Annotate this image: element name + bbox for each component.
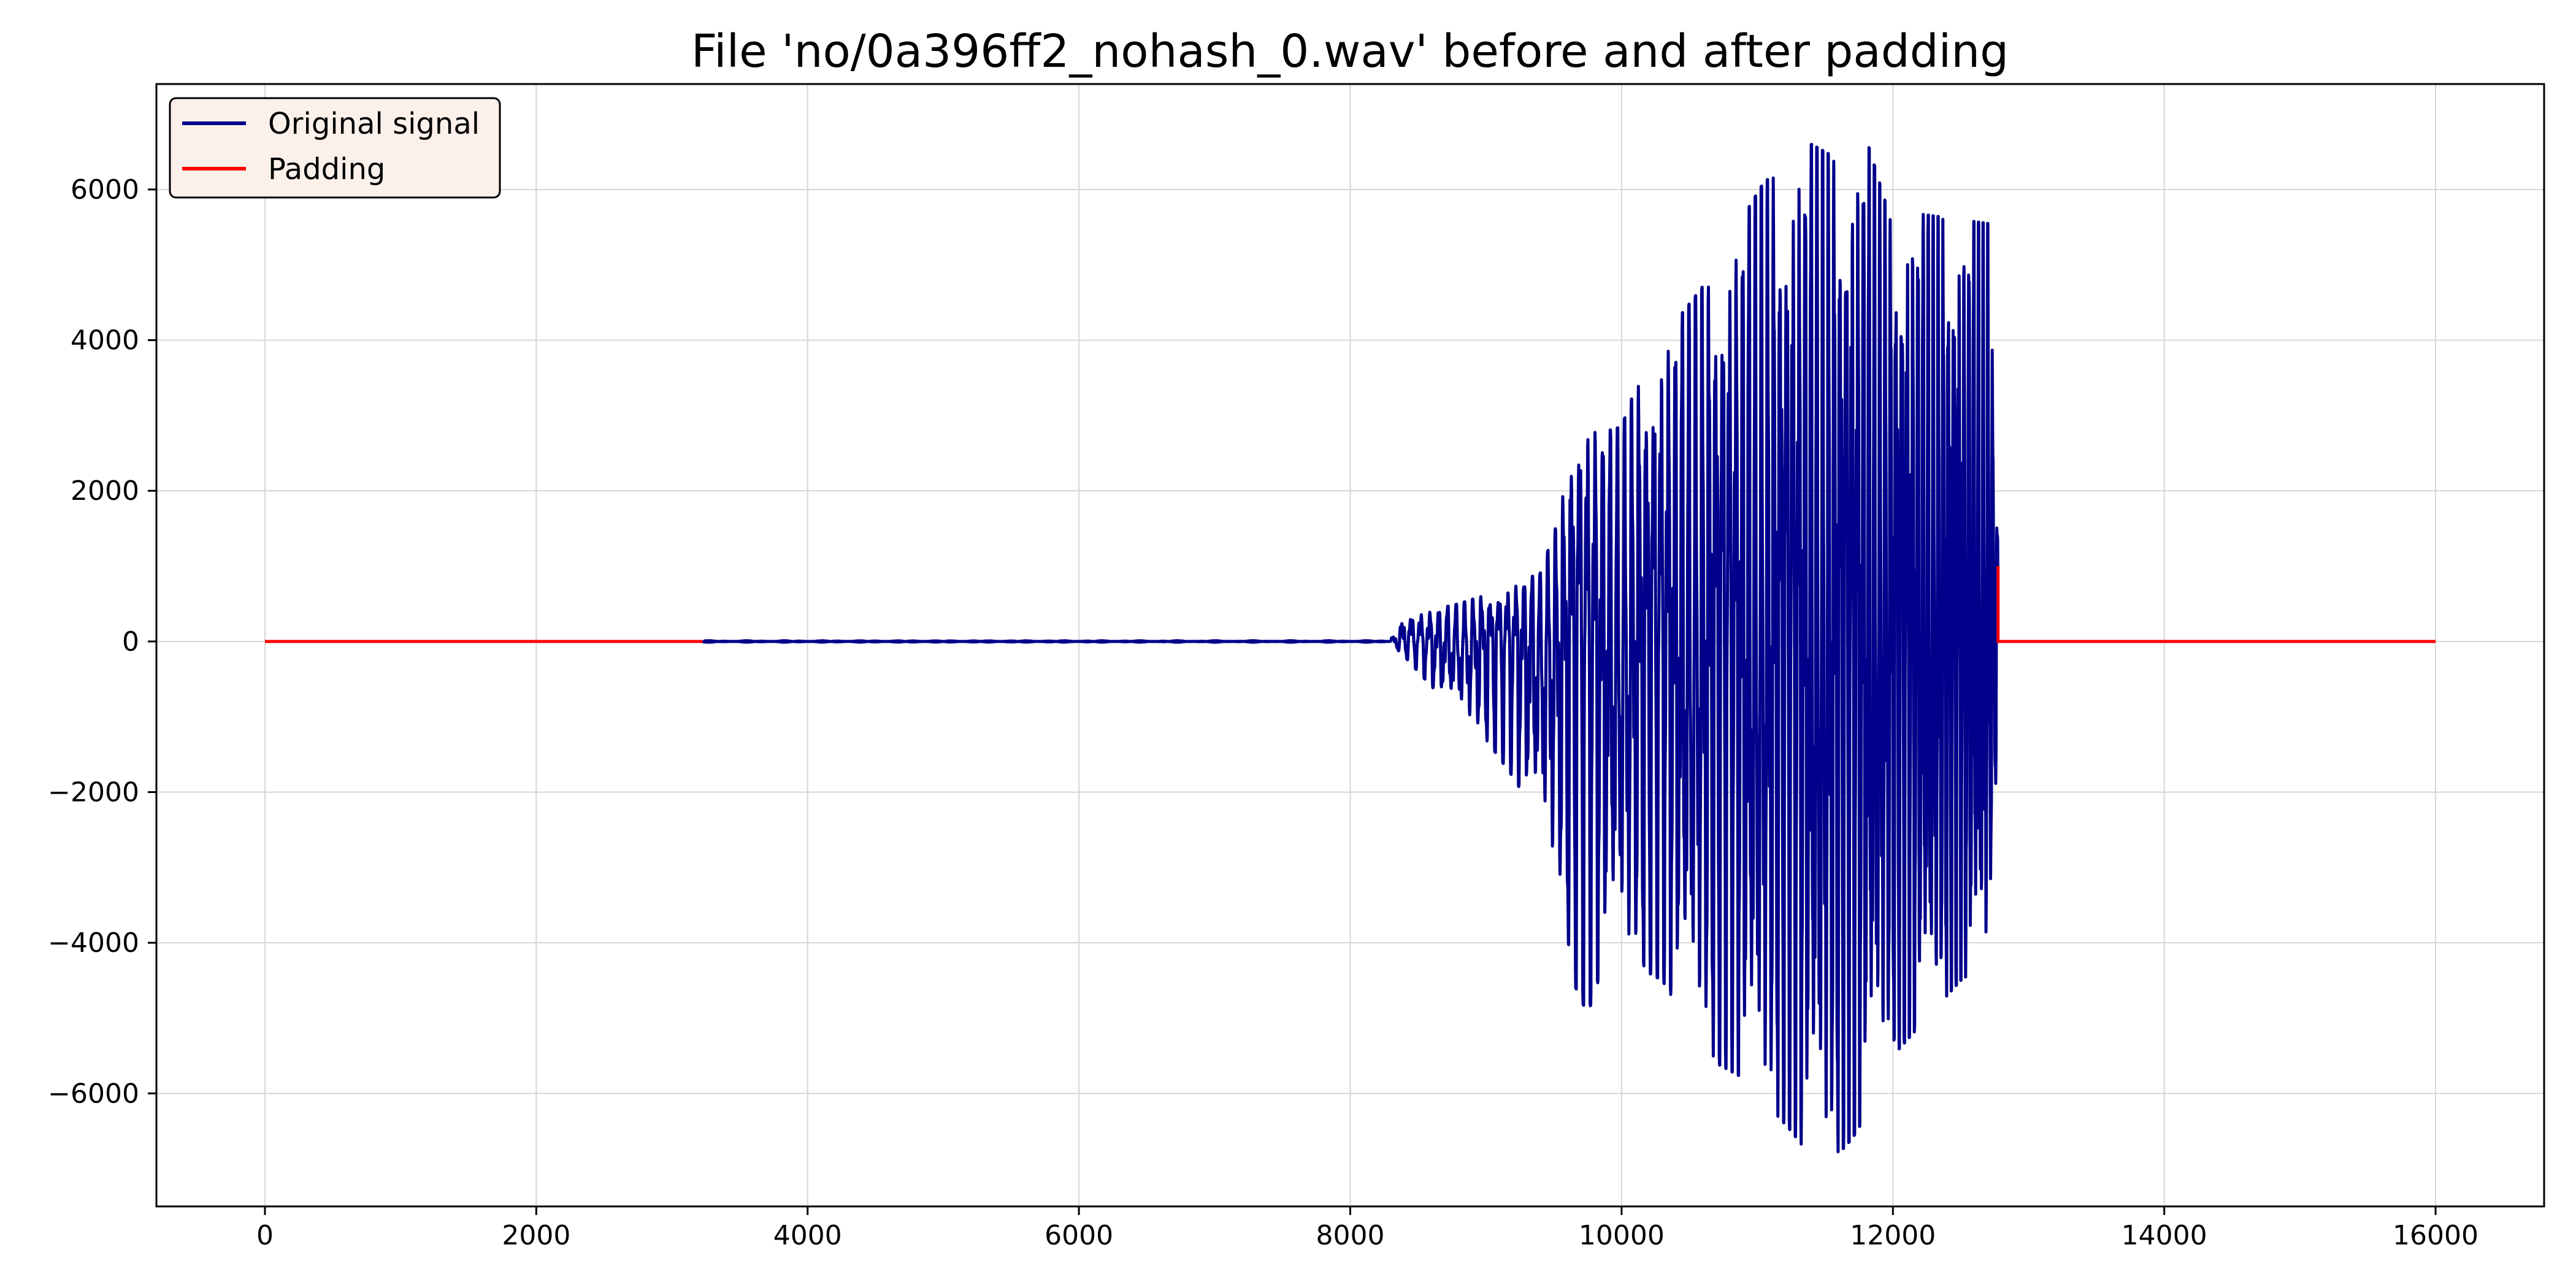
y-tick-label: −6000 <box>48 1078 139 1110</box>
data-series <box>265 142 2436 1154</box>
x-tick-label: 2000 <box>502 1220 570 1251</box>
y-tick-label: 0 <box>122 626 139 657</box>
x-tick-label: 12000 <box>1850 1220 1936 1251</box>
y-tick-label: −4000 <box>48 927 139 959</box>
legend-label-original-signal: Original signal <box>268 107 480 141</box>
x-tick-label: 14000 <box>2122 1220 2207 1251</box>
x-tick-label: 8000 <box>1316 1220 1385 1251</box>
x-tick-label: 6000 <box>1045 1220 1113 1251</box>
legend-label-padding: Padding <box>268 152 385 186</box>
x-tick-label: 0 <box>256 1220 274 1251</box>
chart-title: File 'no/0a396ff2_nohash_0.wav' before a… <box>691 25 2009 78</box>
series-padding-segment <box>1996 566 2436 643</box>
x-tick-label: 10000 <box>1579 1220 1665 1251</box>
y-tick-label: −2000 <box>48 776 139 808</box>
legend-box <box>169 97 501 199</box>
series-original-signal <box>701 142 1999 1154</box>
grid <box>156 84 2544 1206</box>
axis-ticks: 0 2000 4000 6000 8000 10000 12000 14000 16000 −60… <box>48 174 2478 1251</box>
y-tick-label: 6000 <box>71 174 139 205</box>
y-tick-label: 4000 <box>71 325 139 356</box>
y-tick-label: 2000 <box>71 475 139 507</box>
x-tick-label: 16000 <box>2393 1220 2478 1251</box>
legend: Original signal Padding <box>169 97 501 199</box>
x-tick-label: 4000 <box>773 1220 842 1251</box>
